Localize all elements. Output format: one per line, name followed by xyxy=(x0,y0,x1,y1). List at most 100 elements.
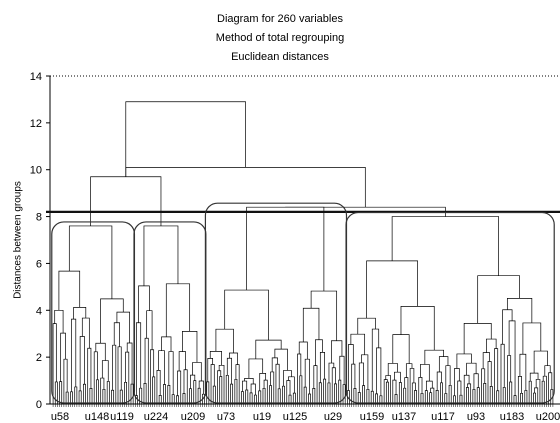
dendrogram-link xyxy=(112,344,117,404)
y-tick-label: 0 xyxy=(36,399,42,411)
dendrogram-link xyxy=(168,351,174,395)
chart-titles: Diagram for 260 variables Method of tota… xyxy=(0,10,560,67)
dendrogram-link xyxy=(270,371,275,404)
dendrogram-link xyxy=(226,357,232,385)
y-tick-label: 2 xyxy=(36,352,42,364)
dendrogram-link xyxy=(52,323,57,404)
dendrogram-link xyxy=(275,363,280,404)
dendrogram-link xyxy=(542,375,547,404)
dendrogram-link xyxy=(210,364,215,404)
dendrogram-link xyxy=(522,322,542,355)
dendrogram-link xyxy=(366,260,418,319)
dendrogram-link xyxy=(100,377,105,404)
dendrogram-link xyxy=(288,376,295,394)
dendrogram-link xyxy=(304,358,310,394)
dendrogram-link xyxy=(286,380,291,404)
dendrogram-link xyxy=(506,298,533,323)
dendrogram-link xyxy=(467,383,472,404)
dendrogram-link xyxy=(331,367,336,404)
dendrogram-link xyxy=(163,384,166,404)
dendrogram-link xyxy=(302,307,320,342)
dendrogram-link xyxy=(424,390,428,404)
dendrogram-link xyxy=(398,382,402,404)
dendrogram-link xyxy=(111,389,115,404)
dendrogram-link xyxy=(144,337,149,404)
dendrogram-link xyxy=(83,383,86,404)
dendrogram-link xyxy=(500,343,505,404)
dendrogram-link xyxy=(282,385,285,404)
dendrogram-link xyxy=(130,383,134,404)
chart-title-line-3: Euclidean distances xyxy=(231,51,329,63)
dendrogram-link xyxy=(152,376,156,404)
x-tick-label: u137 xyxy=(392,411,416,423)
dendrogram-link xyxy=(234,378,238,404)
dendrogram-link xyxy=(102,388,106,404)
x-tick-label: u183 xyxy=(500,411,524,423)
x-tick-label: u200 xyxy=(536,411,560,423)
dendrogram-link xyxy=(463,322,492,354)
dendrogram-link xyxy=(248,358,264,379)
dendrogram-link xyxy=(466,387,469,404)
dendrogram-link xyxy=(225,374,229,404)
dendrogram-link xyxy=(357,392,361,404)
dendrogram-link xyxy=(158,350,165,385)
dendrogram-link xyxy=(357,317,376,335)
dendrogram-link xyxy=(362,385,366,404)
dendrogram-link xyxy=(117,346,122,404)
dendrogram-link xyxy=(391,216,499,276)
dendrogram-link xyxy=(383,379,388,404)
dendrogram-link xyxy=(79,336,85,391)
dendrogram-link xyxy=(192,362,202,382)
dendrogram-link xyxy=(424,349,444,365)
dendrogram-link xyxy=(71,318,77,392)
dendrogram-link xyxy=(215,328,234,353)
x-tick-label: u58 xyxy=(51,411,69,423)
dendrogram-link xyxy=(119,389,123,404)
dendrogram-link xyxy=(246,206,325,292)
dendrogram-link xyxy=(348,344,354,391)
dendrogram-link xyxy=(334,383,337,404)
dendrogram-link xyxy=(405,363,413,378)
chart-title-line-1: Diagram for 260 variables xyxy=(217,13,343,25)
dendrogram-link xyxy=(146,310,153,350)
x-tick-label: u19 xyxy=(253,411,271,423)
y-tick-label: 4 xyxy=(36,305,42,317)
dendrogram-link xyxy=(318,382,322,404)
dendrogram-link xyxy=(224,289,269,341)
dendrogram-link xyxy=(411,382,416,404)
dendrogram-link xyxy=(68,225,113,299)
dendrogram-link xyxy=(473,373,479,390)
dendrogram-link xyxy=(177,370,182,404)
dendrogram-link xyxy=(533,350,548,374)
dendrogram-link xyxy=(476,387,480,404)
dendrogram-link xyxy=(534,387,539,404)
dendrogram-link xyxy=(502,387,506,404)
dendrogram-link xyxy=(178,351,186,371)
dendrogram-link xyxy=(376,347,382,396)
dendrogram-link xyxy=(96,379,99,404)
dendrogram-link xyxy=(193,380,197,404)
dendrogram-link xyxy=(351,363,356,404)
x-tick-label: u117 xyxy=(431,411,455,423)
dendrogram-link xyxy=(262,387,266,404)
dendrogram-link xyxy=(249,392,253,404)
x-tick-label: u159 xyxy=(360,411,384,423)
dendrogram-link xyxy=(54,309,64,334)
dendrogram-link xyxy=(436,371,442,391)
dendrogram-link xyxy=(285,206,446,217)
dendrogram-link xyxy=(392,379,397,404)
dendrogram-links xyxy=(52,101,554,404)
dendrogram-link xyxy=(143,383,147,404)
dendrogram-link xyxy=(299,375,303,404)
dendrogram-link xyxy=(190,374,196,389)
dendrogram-link xyxy=(78,390,82,404)
dendrogram-link xyxy=(361,354,369,390)
dendrogram-link xyxy=(125,167,366,208)
dendrogram-link xyxy=(183,369,188,404)
dendrogram-link xyxy=(319,352,325,383)
dendrogram-link xyxy=(212,385,216,404)
dendrogram-link xyxy=(477,275,520,324)
dendrogram-link xyxy=(472,389,476,404)
dendrogram-link xyxy=(255,339,282,359)
